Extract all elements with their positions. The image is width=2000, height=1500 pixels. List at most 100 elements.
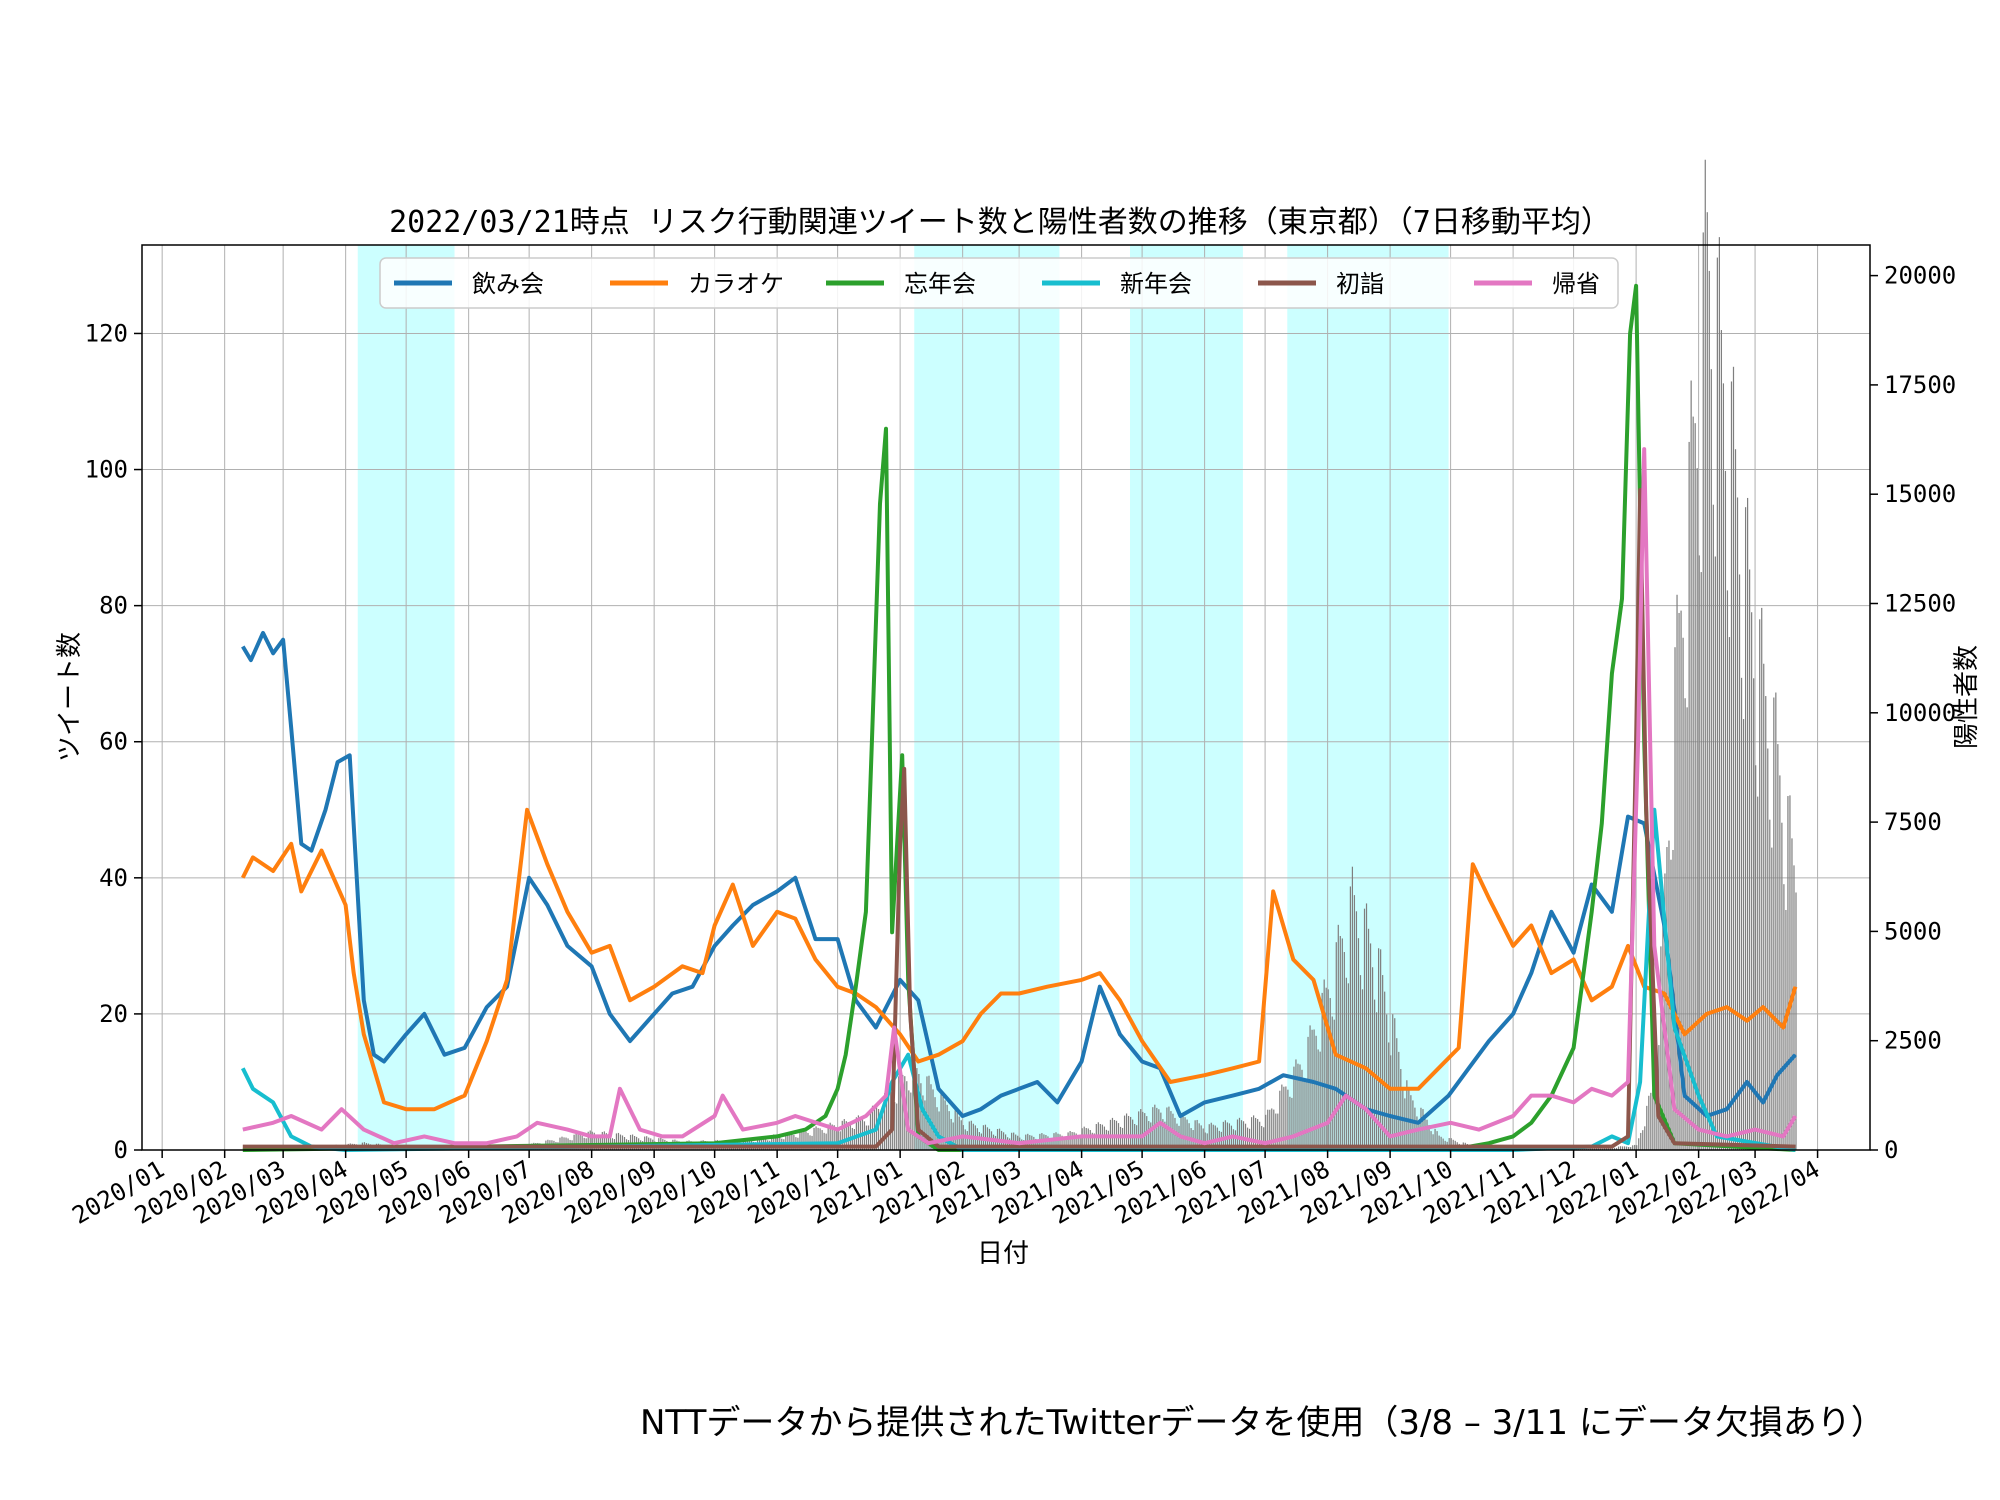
- case-bar: [1609, 1147, 1612, 1150]
- case-bar: [1416, 1116, 1418, 1150]
- case-bar: [884, 1093, 886, 1150]
- case-bar: [1706, 212, 1708, 1150]
- case-bar: [1057, 1133, 1059, 1150]
- case-bar: [964, 1129, 966, 1150]
- case-bar: [1198, 1123, 1200, 1150]
- case-bar: [1144, 1113, 1146, 1150]
- case-bar: [1148, 1121, 1150, 1150]
- case-bar: [1450, 1138, 1452, 1150]
- case-bar: [1250, 1117, 1253, 1150]
- case-bar: [1720, 330, 1723, 1150]
- case-bar: [575, 1133, 577, 1150]
- case-bar: [1355, 911, 1358, 1150]
- case-bar: [1158, 1109, 1160, 1150]
- y-axis-ticks: 0 20 40 60 80 100 120: [85, 319, 142, 1164]
- case-bar: [813, 1127, 815, 1150]
- case-bar: [1607, 1147, 1610, 1150]
- case-bar: [1438, 1135, 1440, 1150]
- case-bar: [1626, 1146, 1628, 1150]
- case-bar: [1339, 935, 1341, 1150]
- case-bar: [1329, 998, 1331, 1150]
- legend-label-2: カラオケ: [688, 270, 784, 298]
- case-bar: [1692, 416, 1694, 1151]
- case-bar: [1763, 663, 1765, 1150]
- case-bar: [1442, 1138, 1444, 1150]
- case-bar: [1751, 612, 1753, 1150]
- case-bar: [1317, 1049, 1319, 1150]
- series-lines: [241, 283, 1798, 1152]
- case-bar: [595, 1134, 597, 1150]
- case-bar: [1621, 1146, 1624, 1150]
- case-bar: [1059, 1134, 1061, 1150]
- case-bar: [1065, 1138, 1067, 1150]
- legend-label-6: 帰省: [1552, 270, 1600, 298]
- case-bar: [944, 1100, 946, 1150]
- case-bar: [1087, 1128, 1089, 1150]
- y-tick-label: 80: [99, 592, 128, 620]
- case-bar: [829, 1122, 831, 1150]
- case-bar: [607, 1134, 609, 1150]
- case-bar: [958, 1116, 960, 1150]
- case-bar: [1668, 840, 1670, 1150]
- case-bar: [1160, 1112, 1162, 1150]
- case-bar: [1392, 1014, 1394, 1150]
- case-bar: [1769, 819, 1771, 1150]
- data-source-note: NTTデータから提供されたTwitterデータを使用（3/8 – 3/11 にデ…: [640, 1403, 1885, 1443]
- case-bar: [1353, 895, 1356, 1150]
- case-bar: [1755, 765, 1757, 1150]
- case-bar: [1781, 822, 1783, 1150]
- case-bar: [1327, 989, 1329, 1150]
- case-bar: [1138, 1111, 1140, 1150]
- case-bar: [1236, 1119, 1239, 1150]
- case-bar: [1337, 924, 1339, 1150]
- case-bar: [827, 1124, 829, 1150]
- series-line-4: [241, 807, 1796, 1152]
- case-bar: [871, 1105, 874, 1150]
- case-bar: [886, 1088, 888, 1150]
- case-bar: [1309, 1025, 1311, 1150]
- case-bar: [1369, 943, 1372, 1150]
- case-bar: [1210, 1122, 1212, 1150]
- case-bar: [1035, 1138, 1037, 1150]
- series-line-5: [242, 488, 1796, 1149]
- y2-tick-label: 2500: [1884, 1027, 1942, 1055]
- case-bar: [819, 1128, 821, 1150]
- case-bar: [948, 1111, 950, 1150]
- case-bar: [922, 1095, 924, 1150]
- legend-label-5: 初詣: [1336, 270, 1384, 298]
- case-bar: [1295, 1059, 1297, 1150]
- case-bar: [954, 1110, 956, 1150]
- case-bar: [857, 1115, 860, 1150]
- case-bar: [1285, 1086, 1287, 1150]
- case-bar: [1386, 1014, 1388, 1150]
- case-bar: [1678, 612, 1680, 1150]
- case-bar: [1194, 1120, 1196, 1150]
- case-bar: [587, 1131, 589, 1150]
- case-bar: [1624, 1146, 1626, 1150]
- chart-title: 2022/03/21時点 リスク行動関連ツイート数と陽性者数の推移（東京都）（7…: [389, 205, 1611, 240]
- case-bar: [1361, 989, 1364, 1150]
- case-bar: [1281, 1084, 1283, 1150]
- case-bar: [1127, 1115, 1130, 1150]
- case-bar: [579, 1134, 581, 1150]
- case-bar: [992, 1134, 995, 1150]
- case-bar: [1325, 987, 1327, 1150]
- case-bar: [1319, 1051, 1321, 1150]
- case-bar: [785, 1133, 787, 1150]
- case-bar: [615, 1133, 618, 1150]
- case-bar: [1378, 948, 1380, 1150]
- case-bar: [902, 1074, 904, 1150]
- case-bar: [1277, 1113, 1279, 1150]
- y2-tick-label: 20000: [1884, 262, 1956, 290]
- case-bar: [1581, 1148, 1583, 1150]
- case-bar: [1089, 1130, 1091, 1150]
- case-bar: [1396, 1038, 1398, 1150]
- case-bar: [1222, 1121, 1224, 1150]
- case-bar: [950, 1118, 952, 1150]
- case-bar: [1603, 1147, 1606, 1150]
- case-bar: [835, 1127, 837, 1150]
- case-bar: [1619, 1146, 1622, 1150]
- case-bar: [1071, 1132, 1073, 1150]
- case-bar: [946, 1104, 948, 1150]
